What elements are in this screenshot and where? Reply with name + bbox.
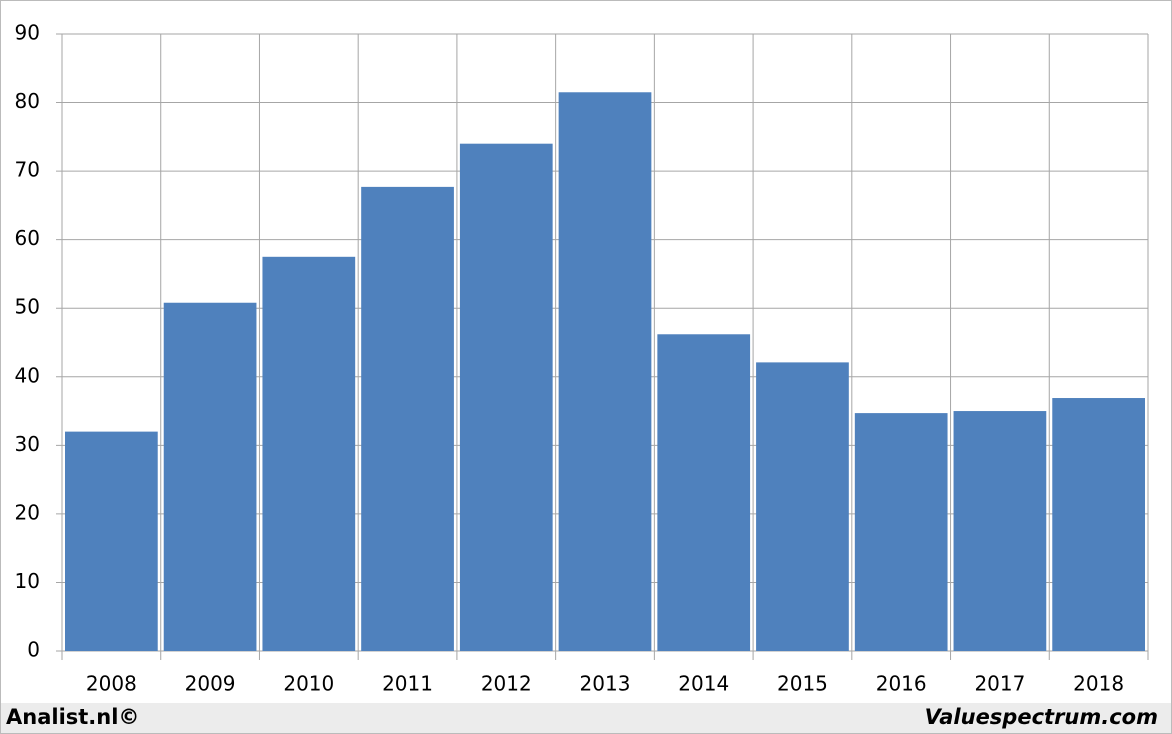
y-tick-label: 80 [15, 89, 40, 113]
y-tick-label: 40 [15, 363, 40, 387]
credit-left: Analist.nl© [6, 705, 139, 729]
bar [558, 92, 652, 652]
y-tick-label: 10 [15, 569, 40, 593]
y-tick-label: 90 [15, 21, 40, 45]
x-tick-label: 2009 [185, 672, 236, 696]
bar [262, 256, 356, 651]
bar [953, 411, 1047, 651]
bar [854, 413, 948, 651]
x-tick-label: 2015 [777, 672, 828, 696]
bar [65, 431, 158, 651]
y-tick-label: 70 [15, 158, 40, 182]
bar [1052, 398, 1145, 651]
credit-right: Valuespectrum.com [925, 705, 1158, 729]
y-tick-label: 30 [15, 432, 40, 456]
y-tick-label: 50 [15, 295, 40, 319]
y-tick-label: 60 [15, 226, 40, 250]
x-tick-label: 2012 [481, 672, 532, 696]
x-tick-label: 2013 [580, 672, 631, 696]
bar [756, 362, 849, 651]
x-tick-label: 2017 [974, 672, 1025, 696]
y-tick-label: 20 [15, 500, 40, 524]
x-tick-label: 2018 [1073, 672, 1124, 696]
x-tick-label: 2011 [382, 672, 433, 696]
footer-band [1, 703, 1171, 733]
x-tick-label: 2008 [86, 672, 137, 696]
x-tick-label: 2010 [283, 672, 334, 696]
bar [361, 186, 454, 651]
bar [657, 334, 751, 651]
y-tick-label: 0 [27, 638, 40, 662]
x-tick-label: 2016 [876, 672, 927, 696]
x-tick-label: 2014 [678, 672, 729, 696]
bar [163, 302, 257, 651]
bar [459, 143, 553, 651]
